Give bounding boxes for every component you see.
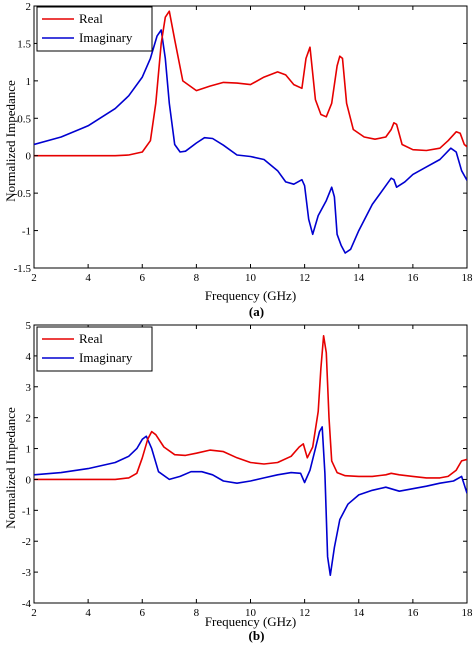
- y-tick-label: 0: [26, 151, 32, 163]
- legend-label-imaginary: Imaginary: [79, 350, 133, 365]
- x-tick-label: 8: [194, 272, 200, 284]
- y-tick-label: -1.5: [14, 263, 32, 275]
- y-tick-label: -4: [22, 598, 32, 610]
- series-layer-a: [34, 10, 467, 254]
- legend-a: Real Imaginary: [36, 6, 153, 52]
- chart-panel-a: 2 4 6 8 10 12 14 16 18 -1.5 -1 -0.5 0 0.5 1 1.5 2 Freque…: [3, 1, 473, 319]
- y-tick-label: 1: [26, 444, 32, 456]
- x-tick-label: 16: [407, 607, 419, 619]
- x-tick-label: 12: [299, 272, 310, 284]
- y-tick-label: 5: [26, 320, 32, 332]
- y-tick-label: 1: [26, 76, 32, 88]
- y-tick-label: 0.5: [17, 113, 31, 125]
- panel-caption-b: (b): [249, 628, 265, 643]
- y-axis-label-a: Normalized Impedance: [3, 80, 18, 202]
- y-tick-label: -0.5: [14, 188, 32, 200]
- legend-label-real: Real: [79, 331, 103, 346]
- y-tick-label: 4: [26, 351, 32, 363]
- y-tick-label: -3: [22, 567, 32, 579]
- legend-label-imaginary: Imaginary: [79, 30, 133, 45]
- x-tick-label: 2: [31, 272, 37, 284]
- legend-b: Real Imaginary: [36, 326, 153, 372]
- x-tick-label: 10: [245, 607, 257, 619]
- x-tick-label: 18: [462, 272, 474, 284]
- y-axis-label-b: Normalized Impedance: [3, 407, 18, 529]
- x-tick-label: 18: [462, 607, 474, 619]
- x-tick-label: 6: [140, 272, 146, 284]
- x-tick-label: 6: [140, 607, 146, 619]
- y-tick-label: 2: [26, 413, 32, 425]
- ticks-a: 2 4 6 8 10 12 14 16 18 -1.5 -1 -0.5 0 0.5 1 1.5 2: [14, 1, 473, 284]
- legend-box: [36, 6, 153, 52]
- legend-label-real: Real: [79, 11, 103, 26]
- x-axis-label-a: Frequency (GHz): [205, 288, 296, 303]
- x-tick-label: 14: [353, 607, 365, 619]
- series-layer-b: [34, 335, 467, 576]
- y-tick-label: 1.5: [17, 38, 31, 50]
- series-line-real-a: [34, 10, 467, 157]
- y-tick-label: 0: [26, 474, 32, 486]
- legend-box: [36, 326, 153, 372]
- x-tick-label: 8: [194, 607, 200, 619]
- x-tick-label: 2: [31, 607, 37, 619]
- y-tick-label: -2: [22, 536, 31, 548]
- panel-caption-a: (a): [249, 304, 264, 319]
- x-tick-label: 10: [245, 272, 257, 284]
- x-tick-label: 14: [353, 272, 365, 284]
- x-axis-label-b: Frequency (GHz): [205, 614, 296, 629]
- x-tick-label: 12: [299, 607, 310, 619]
- x-tick-label: 4: [85, 272, 91, 284]
- y-tick-label: 3: [26, 382, 32, 394]
- y-tick-label: -1: [22, 226, 31, 238]
- x-tick-label: 16: [407, 272, 419, 284]
- x-tick-label: 4: [85, 607, 91, 619]
- series-line-imaginary-b: [34, 426, 467, 576]
- y-tick-label: 2: [26, 1, 32, 13]
- y-tick-label: -1: [22, 505, 31, 517]
- series-line-real-b: [34, 335, 467, 481]
